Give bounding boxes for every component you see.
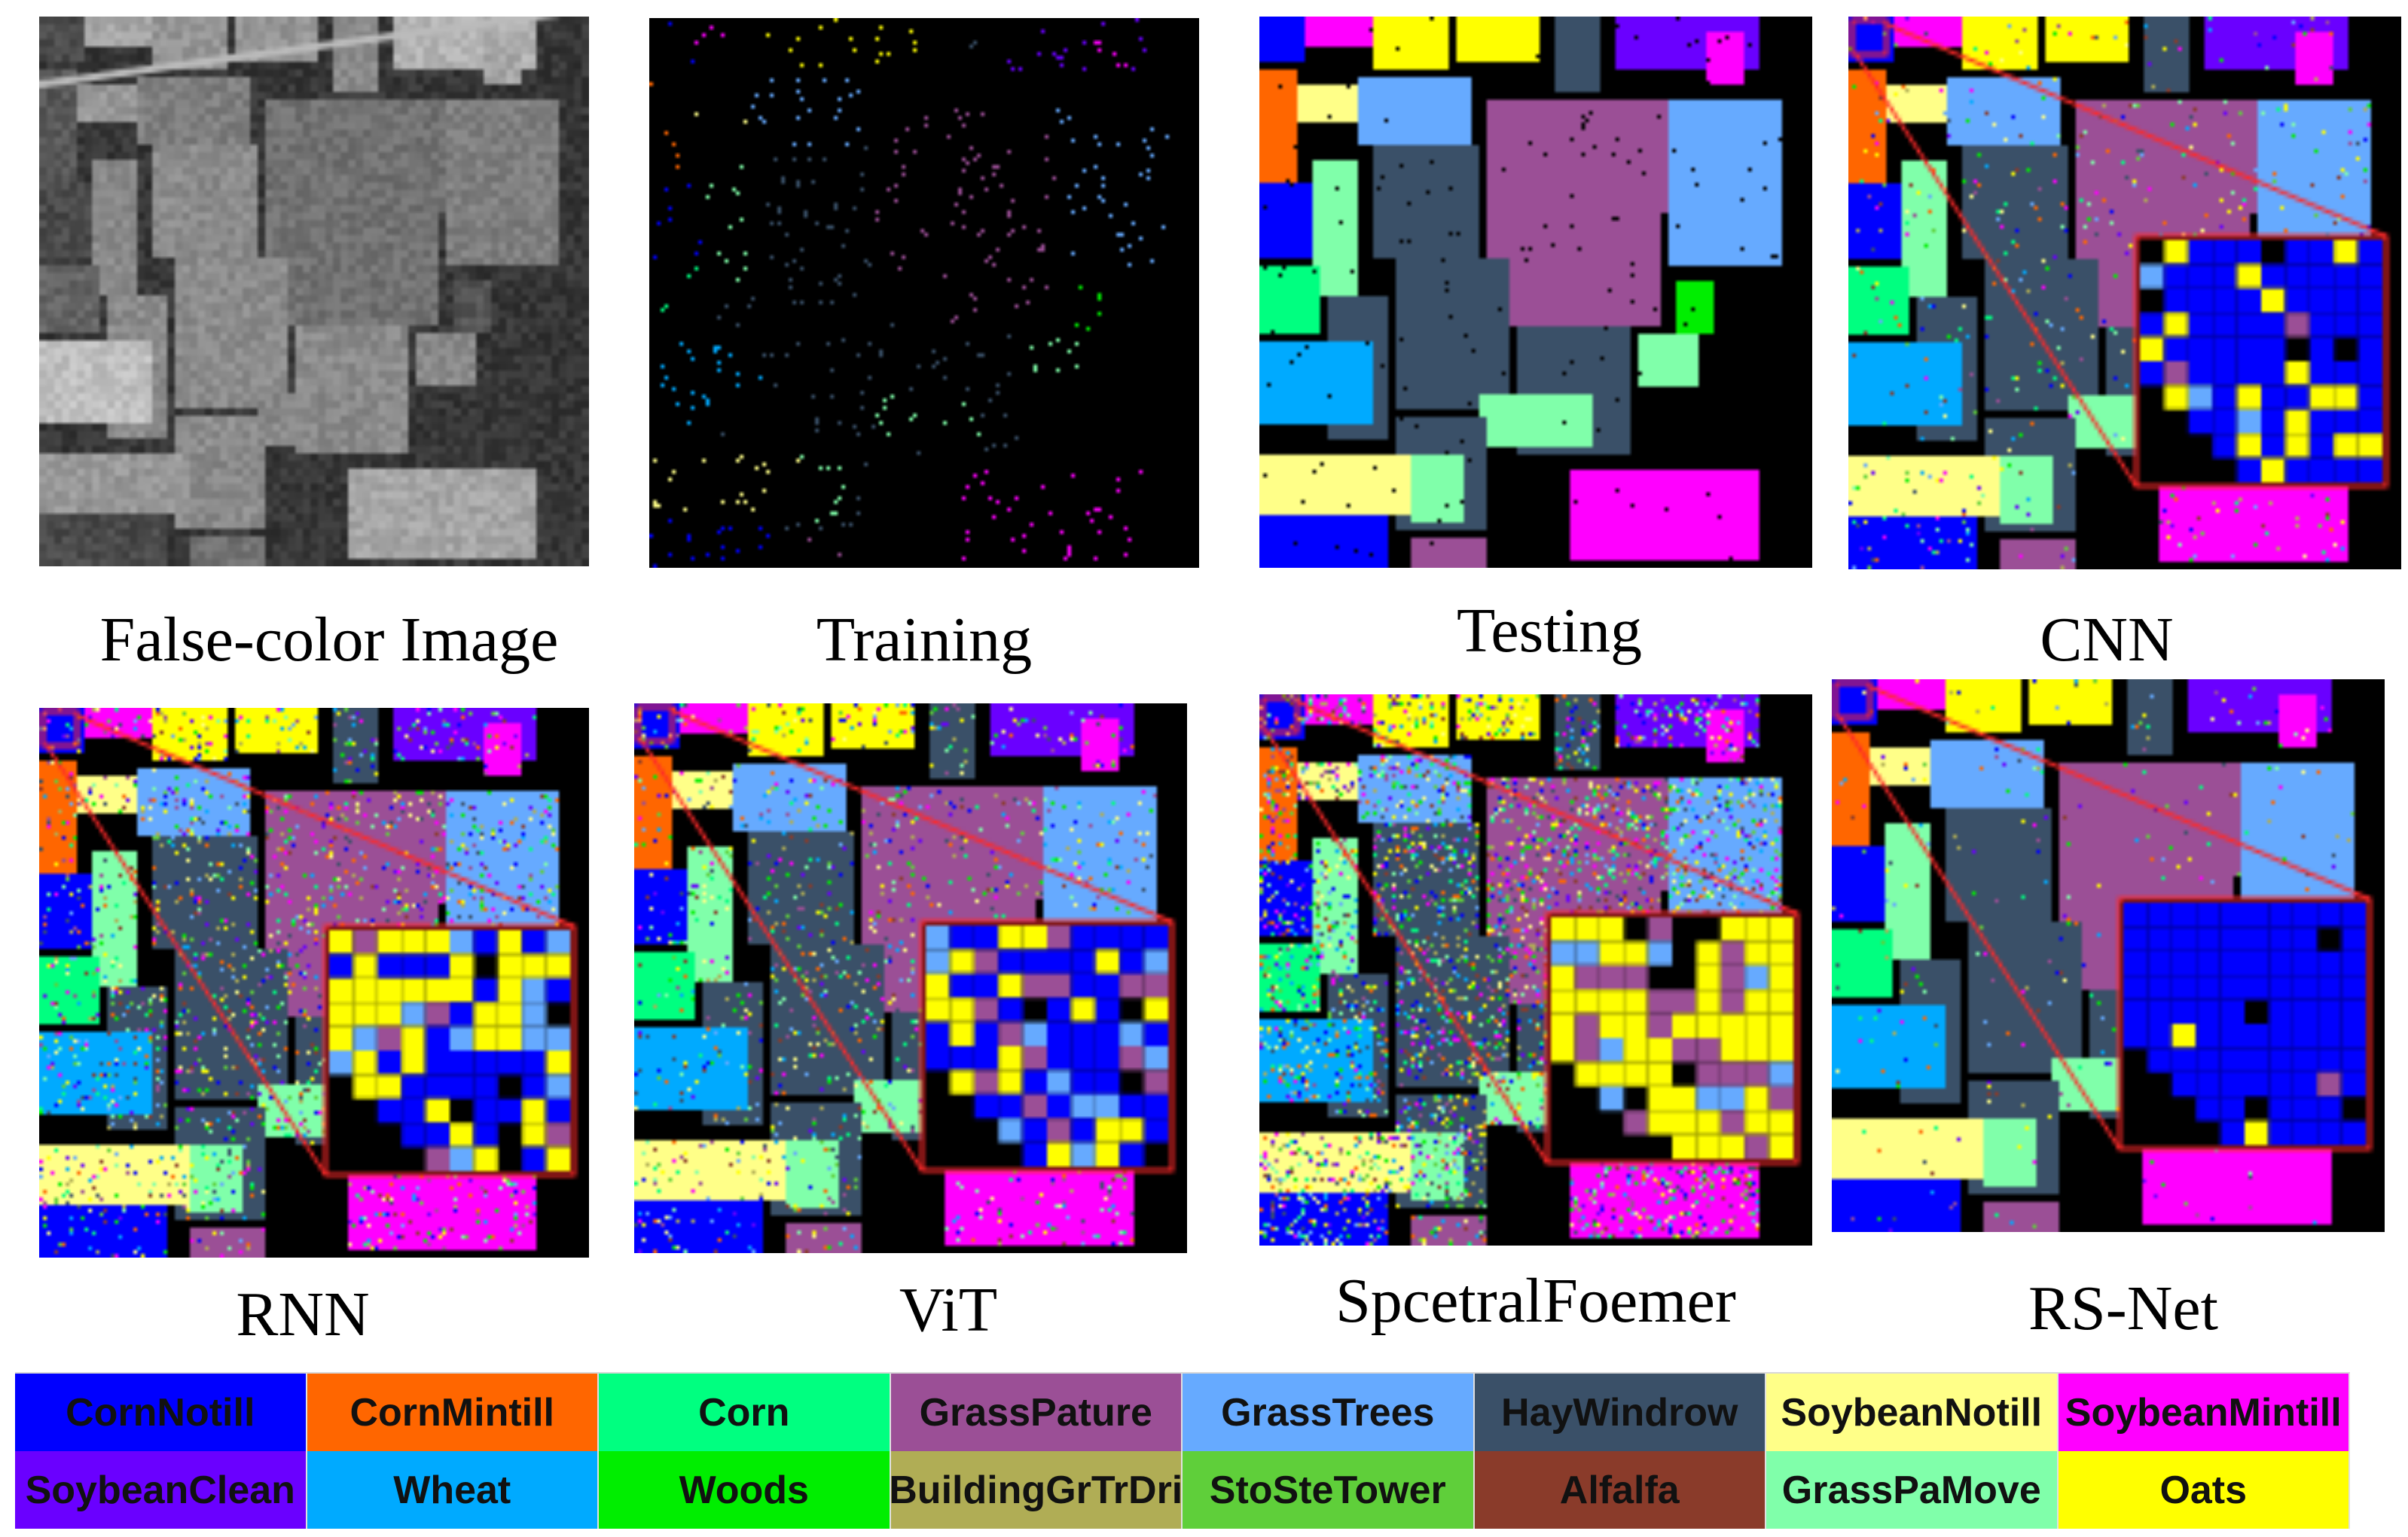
legend-item: CornNotill bbox=[15, 1374, 307, 1451]
legend-item: BuildingGrTrDri bbox=[890, 1451, 1183, 1529]
legend-item: GrassPature bbox=[890, 1374, 1183, 1451]
caption-spectralformer: SpcetralFoemer bbox=[1335, 1266, 1736, 1336]
legend-item: SoybeanClean bbox=[15, 1451, 307, 1529]
legend-item: GrassTrees bbox=[1183, 1374, 1475, 1451]
class-legend: CornNotill CornMintill Corn GrassPature Gras… bbox=[15, 1372, 2350, 1529]
legend-item: CornMintill bbox=[307, 1374, 599, 1451]
legend-item: GrassPaMove bbox=[1766, 1451, 2059, 1529]
caption-training: Training bbox=[816, 605, 1033, 675]
legend-item: Wheat bbox=[307, 1451, 599, 1529]
rs-net-map bbox=[1832, 679, 2385, 1232]
panel-rnn bbox=[39, 708, 589, 1258]
panel-training bbox=[649, 18, 1199, 568]
caption-vit: ViT bbox=[899, 1275, 998, 1345]
caption-cnn: CNN bbox=[2040, 605, 2174, 675]
legend-item: Alfalfa bbox=[1474, 1451, 1766, 1529]
false-color-image bbox=[39, 17, 589, 566]
legend-item: SoybeanNotill bbox=[1766, 1374, 2059, 1451]
legend-item: Oats bbox=[2058, 1451, 2350, 1529]
legend-item: Woods bbox=[599, 1451, 891, 1529]
training-map bbox=[649, 18, 1199, 568]
cnn-map bbox=[1848, 17, 2401, 569]
testing-map bbox=[1259, 17, 1812, 568]
caption-testing: Testing bbox=[1456, 596, 1643, 666]
legend-item: Corn bbox=[599, 1374, 891, 1451]
caption-false-color: False-color Image bbox=[99, 605, 559, 675]
caption-rs-net: RS-Net bbox=[2028, 1273, 2218, 1343]
panel-vit bbox=[634, 703, 1187, 1253]
panel-testing bbox=[1259, 17, 1812, 568]
legend-item: SoybeanMintill bbox=[2058, 1374, 2350, 1451]
legend-item: HayWindrow bbox=[1474, 1374, 1766, 1451]
vit-map bbox=[634, 703, 1187, 1253]
spectralformer-map bbox=[1259, 694, 1812, 1246]
panel-rs-net bbox=[1832, 679, 2385, 1232]
legend-item: StoSteTower bbox=[1183, 1451, 1475, 1529]
caption-rnn: RNN bbox=[236, 1279, 370, 1349]
panel-spectralformer bbox=[1259, 694, 1812, 1246]
panel-false-color bbox=[39, 17, 589, 566]
panel-cnn bbox=[1848, 17, 2401, 569]
rnn-map bbox=[39, 708, 589, 1258]
